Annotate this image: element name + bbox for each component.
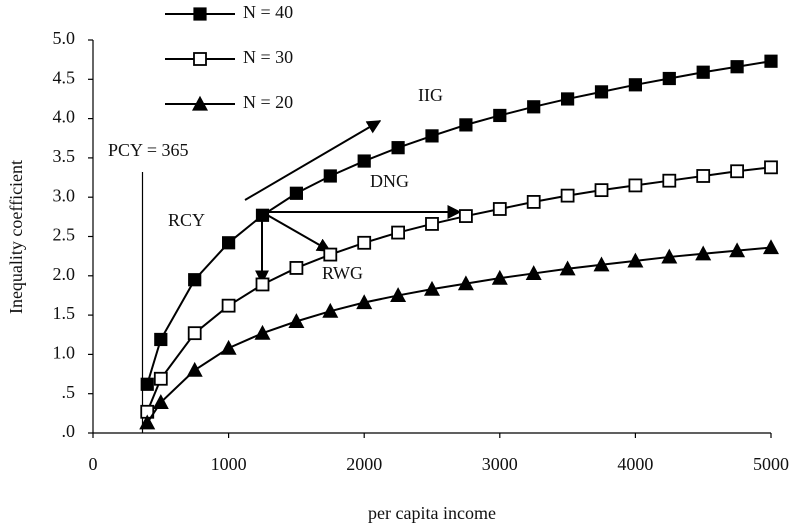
marker xyxy=(221,298,236,313)
y-tick-label: 2.0 xyxy=(53,264,76,284)
marker xyxy=(730,164,744,179)
marker xyxy=(357,235,372,250)
annotation: DNG xyxy=(370,171,409,191)
marker xyxy=(593,256,610,272)
marker xyxy=(458,209,473,223)
marker xyxy=(322,302,339,318)
x-tick-label: 2000 xyxy=(346,454,382,474)
marker xyxy=(222,236,236,250)
marker xyxy=(491,269,508,285)
marker xyxy=(152,394,169,409)
marker xyxy=(288,313,305,328)
y-tick-label: 2.5 xyxy=(53,225,76,245)
y-tick-label: 3.0 xyxy=(53,185,76,205)
marker xyxy=(356,294,373,310)
marker xyxy=(220,339,237,355)
marker xyxy=(187,326,202,341)
marker xyxy=(154,332,168,347)
legend-marker xyxy=(191,95,209,111)
x-tick-label: 5000 xyxy=(753,454,789,474)
y-tick-label: 5.0 xyxy=(53,28,76,48)
marker xyxy=(527,100,541,114)
y-tick-label: 1.5 xyxy=(53,303,76,323)
x-tick-label: 0 xyxy=(89,454,98,474)
marker xyxy=(492,202,507,216)
legend-label: N = 20 xyxy=(243,92,293,112)
marker xyxy=(391,225,406,240)
marker xyxy=(357,154,371,168)
legend-label: N = 40 xyxy=(243,2,293,22)
marker xyxy=(560,92,575,106)
marker xyxy=(628,178,643,193)
marker xyxy=(289,186,303,200)
marker xyxy=(390,287,407,303)
marker xyxy=(762,239,780,255)
annotation: RCY xyxy=(168,210,205,230)
marker xyxy=(323,169,337,183)
marker xyxy=(662,173,677,188)
marker xyxy=(255,208,270,222)
y-tick-label: .0 xyxy=(62,421,76,441)
series-line xyxy=(146,246,772,424)
marker xyxy=(696,65,710,79)
annotation: RWG xyxy=(322,263,363,283)
marker xyxy=(627,252,644,268)
marker xyxy=(153,371,168,386)
marker xyxy=(254,324,271,340)
marker xyxy=(729,242,746,258)
marker xyxy=(628,78,643,92)
marker xyxy=(764,160,778,175)
marker xyxy=(560,188,575,203)
arrow xyxy=(261,211,332,252)
annotations: PCY = 365 IIG RCY DNG RWG xyxy=(108,85,462,433)
x-tick-label: 4000 xyxy=(617,454,653,474)
y-tick-label: 3.5 xyxy=(53,146,76,166)
marker xyxy=(323,247,338,262)
marker xyxy=(662,71,676,86)
x-tick-label: 3000 xyxy=(482,454,518,474)
y-tick-label: 4.5 xyxy=(53,67,76,87)
marker xyxy=(594,85,609,99)
legend-marker xyxy=(193,52,207,66)
marker xyxy=(559,260,576,276)
marker xyxy=(423,280,441,296)
marker xyxy=(425,129,439,143)
marker xyxy=(493,108,507,123)
marker xyxy=(525,265,542,281)
marker xyxy=(186,361,203,377)
y-axis-title: Inequality coefficient xyxy=(6,160,26,314)
marker xyxy=(391,141,405,155)
y-tick-label: 4.0 xyxy=(53,107,76,127)
marker xyxy=(139,414,156,430)
marker xyxy=(425,217,439,231)
annotation: IIG xyxy=(418,85,443,105)
marker xyxy=(289,261,304,275)
marker xyxy=(764,54,778,68)
annotation: PCY = 365 xyxy=(108,140,189,160)
y-tick-label: 1.0 xyxy=(53,343,76,363)
marker xyxy=(457,275,474,291)
marker xyxy=(188,273,202,287)
marker xyxy=(526,195,541,209)
x-tick-label: 1000 xyxy=(211,454,247,474)
y-tick-label: .5 xyxy=(62,382,76,402)
legend-label: N = 30 xyxy=(243,47,293,67)
marker xyxy=(594,183,609,198)
marker xyxy=(459,118,473,132)
marker xyxy=(140,377,154,391)
arrow xyxy=(244,120,382,201)
marker xyxy=(696,169,711,183)
marker xyxy=(255,277,270,292)
marker xyxy=(695,245,712,261)
legend-marker xyxy=(193,7,207,21)
x-axis-title: per capita income xyxy=(368,503,496,523)
marker xyxy=(661,248,678,264)
marker xyxy=(730,60,744,74)
